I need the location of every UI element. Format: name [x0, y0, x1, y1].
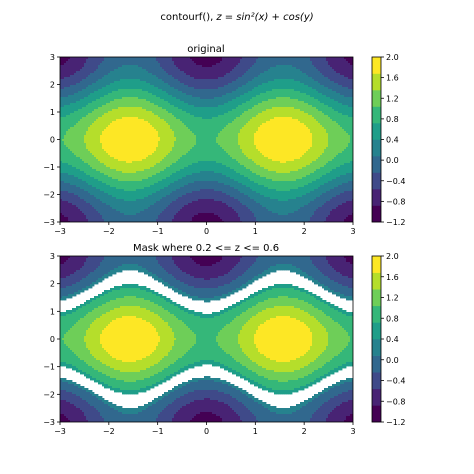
x-tick-label: −2 [103, 227, 115, 236]
colorbar-tick-label: −0.4 [386, 177, 405, 186]
colorbar-tick-label: 0.4 [386, 335, 399, 344]
colorbar-band [372, 305, 381, 323]
colorbar-masked: 2.0 1.6 1.2 0.8 0.4 0.0 −0.4 −0.8 −1.2 [371, 252, 405, 427]
x-tick-label: −1 [152, 227, 164, 236]
colorbar-tick-label: −0.4 [386, 377, 405, 386]
colorbar-band [372, 90, 381, 107]
colorbar-band [372, 139, 381, 157]
x-tick-label: −3 [54, 427, 66, 436]
colorbar-tick-label: −0.8 [386, 197, 405, 206]
y-tick-label: −3 [43, 218, 55, 227]
colorbar-tick-label: 0.4 [386, 136, 399, 145]
colorbar-tick-label: 0.8 [386, 115, 399, 124]
colorbar-band [372, 205, 381, 223]
colorbar-tick-label: −1.2 [386, 418, 405, 427]
colorbar-tick-label: 2.0 [386, 252, 399, 261]
colorbar-tick-label: 2.0 [386, 53, 399, 62]
colorbar-tick-label: 1.2 [386, 94, 399, 103]
colorbar-band [372, 256, 381, 273]
contour-plot-original [60, 57, 353, 222]
y-tick-label: 0 [50, 136, 55, 145]
y-tick-label: 1 [50, 108, 55, 117]
colorbar-band [372, 73, 381, 91]
colorbar-band [372, 322, 381, 340]
colorbar-tick-label: 0.8 [386, 314, 399, 323]
x-tick-label: 2 [302, 227, 307, 236]
y-tick-label: −1 [43, 363, 55, 372]
y-tick-label: −2 [43, 390, 55, 399]
x-tick-label: 1 [253, 427, 258, 436]
colorbar-tick-label: 1.6 [386, 273, 399, 282]
colorbar-band [372, 123, 381, 140]
colorbar-band [372, 189, 381, 206]
x-tick-label: −3 [54, 227, 66, 236]
y-tick-label: −1 [43, 163, 55, 172]
y-tick-label: 3 [50, 53, 55, 62]
colorbar-band [372, 172, 381, 190]
y-ticks: −3 −2 −1 0 1 2 3 [43, 252, 60, 427]
colorbar-band [372, 355, 381, 373]
colorbar-band [372, 57, 381, 74]
y-tick-label: −2 [43, 191, 55, 200]
x-tick-label: 2 [302, 427, 307, 436]
colorbar-band [372, 405, 381, 423]
x-tick-label: 3 [350, 427, 355, 436]
x-tick-label: 0 [204, 427, 209, 436]
x-tick-label: −2 [103, 427, 115, 436]
colorbar-band [372, 372, 381, 390]
x-tick-label: 1 [253, 227, 258, 236]
y-tick-label: 0 [50, 335, 55, 344]
y-tick-label: 1 [50, 307, 55, 316]
x-tick-label: −1 [152, 427, 164, 436]
y-tick-label: −3 [43, 418, 55, 427]
colorbar-tick-label: 0.0 [386, 356, 399, 365]
colorbar-original: 2.0 1.6 1.2 0.8 0.4 0.0 −0.4 −0.8 −1.2 [371, 53, 405, 227]
colorbar-tick-label: −0.8 [386, 397, 405, 406]
x-tick-label: 0 [204, 227, 209, 236]
x-ticks: −3 −2 −1 0 1 2 3 [54, 222, 356, 236]
colorbar-band [372, 339, 381, 356]
y-tick-label: 2 [50, 81, 55, 90]
panel-title-masked: Mask where 0.2 <= z <= 0.6 [133, 243, 279, 254]
y-tick-label: 2 [50, 280, 55, 289]
x-ticks: −3 −2 −1 0 1 2 3 [54, 422, 356, 436]
panel-title-original: original [187, 44, 224, 55]
colorbar-band [372, 388, 381, 406]
panel-masked: Mask where 0.2 <= z <= 0.6 −3 −2 −1 0 1 2 3 −3… [43, 243, 405, 436]
colorbar-tick-label: 1.2 [386, 294, 399, 303]
panel-original: original −3 −2 −1 0 1 2 3 −3 −2 −1 0 1 2 3 2.0 1.6 1.2… [43, 44, 405, 236]
colorbar-tick-label: 0.0 [386, 156, 399, 165]
figure-suptitle: contourf(), z = sin²(x) + cos(y) [160, 12, 313, 23]
colorbar-band [372, 289, 381, 307]
colorbar-band [372, 156, 381, 173]
colorbar-tick-label: 1.6 [386, 74, 399, 83]
x-tick-label: 3 [350, 227, 355, 236]
y-ticks: −3 −2 −1 0 1 2 3 [43, 53, 60, 227]
colorbar-tick-label: −1.2 [386, 218, 405, 227]
contour-plot-masked [60, 256, 353, 422]
y-tick-label: 3 [50, 252, 55, 261]
colorbar-band [372, 272, 381, 290]
colorbar-band [372, 106, 381, 124]
